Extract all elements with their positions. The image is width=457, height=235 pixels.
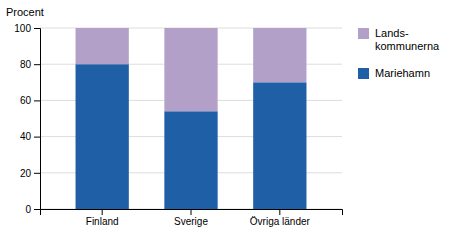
- bar: [76, 64, 129, 209]
- bar: [164, 28, 217, 111]
- y-tick-mark: [34, 64, 40, 65]
- legend-item: Lands-kommunerna: [358, 27, 440, 52]
- x-tick-mark: [102, 209, 103, 215]
- x-tick-mark: [279, 209, 280, 215]
- x-tick: Finland: [86, 209, 119, 227]
- y-tick-label: 100: [14, 23, 31, 34]
- legend: Lands-kommunerna Mariehamn: [358, 27, 440, 79]
- bar: [253, 28, 306, 82]
- x-tick: Övriga länder: [250, 209, 311, 227]
- bar-series: [76, 28, 307, 111]
- y-tick: 80: [20, 59, 40, 70]
- y-tick-mark: [34, 209, 40, 210]
- x-tick-label: Sverige: [174, 216, 208, 227]
- y-tick-label: 40: [20, 131, 32, 142]
- grid: [40, 28, 342, 209]
- bar: [253, 82, 306, 209]
- legend-swatch: [358, 28, 369, 39]
- bar: [76, 28, 129, 64]
- y-tick: 0: [25, 204, 40, 215]
- y-axis-line: [34, 29, 41, 210]
- legend-label: Lands-kommunerna: [375, 27, 440, 52]
- bar: [164, 111, 217, 209]
- legend-label-line: Lands-: [375, 27, 409, 39]
- legend-swatch: [358, 68, 369, 79]
- y-tick-mark: [34, 137, 40, 138]
- y-axis-label: Procent: [6, 6, 44, 18]
- y-axis: 0 20 40 60 80 100: [14, 23, 40, 215]
- y-tick-label: 20: [20, 168, 32, 179]
- y-tick: 60: [20, 95, 40, 106]
- y-tick: 40: [20, 131, 40, 142]
- y-tick-label: 80: [20, 59, 32, 70]
- legend-label: Mariehamn: [375, 67, 430, 79]
- x-tick-mark: [191, 209, 192, 215]
- plot: 0 20 40 60 80 100 Finland Sverige Övriga länder: [14, 23, 342, 227]
- x-tick-label: Övriga länder: [250, 216, 311, 227]
- legend-item: Mariehamn: [358, 67, 430, 79]
- chart-container: 0 20 40 60 80 100 Finland Sverige Övriga länder P…: [0, 0, 457, 235]
- x-tick: Sverige: [174, 209, 208, 227]
- chart-svg: 0 20 40 60 80 100 Finland Sverige Övriga länder P…: [0, 0, 457, 235]
- x-axis-line: [41, 210, 343, 216]
- x-axis: Finland Sverige Övriga länder: [41, 209, 343, 227]
- x-tick-label: Finland: [86, 216, 119, 227]
- y-tick-mark: [34, 173, 40, 174]
- y-tick-label: 60: [20, 95, 32, 106]
- y-tick-mark: [34, 28, 40, 29]
- legend-label-line: Mariehamn: [375, 67, 430, 79]
- y-tick: 100: [14, 23, 40, 34]
- legend-label-line: kommunerna: [375, 40, 440, 52]
- bars: [76, 28, 307, 209]
- y-tick: 20: [20, 168, 40, 179]
- y-tick-label: 0: [25, 204, 31, 215]
- y-tick-mark: [34, 100, 40, 101]
